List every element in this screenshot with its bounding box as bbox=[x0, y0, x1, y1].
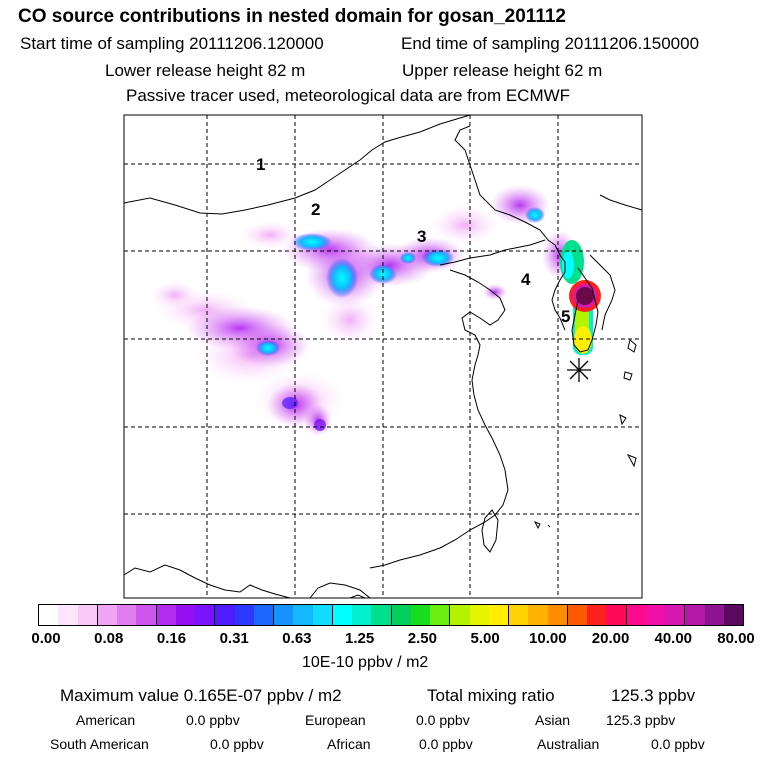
colorbar-swatch bbox=[704, 605, 724, 625]
colorbar-swatch bbox=[430, 605, 451, 625]
colorbar-swatch bbox=[274, 605, 294, 625]
colorbar-tick-label: 0.16 bbox=[156, 630, 187, 647]
total-mixing-value: 125.3 ppbv bbox=[611, 686, 696, 705]
tracer-note: Passive tracer used, meteorological data… bbox=[126, 86, 571, 105]
colorbar-swatch bbox=[97, 605, 117, 625]
source-contribution-map: 1 2 3 4 5 bbox=[123, 114, 643, 599]
lower-release-height: Lower release height 82 m bbox=[105, 61, 306, 80]
region-label-4: 2 bbox=[311, 200, 320, 219]
american-value: 0.0 ppbv bbox=[186, 712, 240, 728]
colorbar-swatch bbox=[626, 605, 646, 625]
graticule bbox=[124, 115, 642, 598]
colorbar-swatch bbox=[488, 605, 509, 625]
asian-value: 125.3 ppbv bbox=[606, 712, 676, 728]
plot-title: CO source contributions in nested domain… bbox=[18, 6, 566, 27]
south-american-label: South American bbox=[50, 736, 149, 752]
colorbar-swatch bbox=[665, 605, 686, 625]
colorbar-swatch bbox=[117, 605, 137, 625]
african-value: 0.0 ppbv bbox=[419, 736, 473, 752]
colorbar-swatch bbox=[723, 605, 743, 625]
colorbar-swatch bbox=[195, 605, 216, 625]
region-label-1: 5 bbox=[561, 307, 570, 326]
upper-release-height: Upper release height 62 m bbox=[402, 61, 603, 80]
colorbar-tick-label: 80.00 bbox=[717, 630, 755, 647]
colorbar-swatch bbox=[312, 605, 333, 625]
colorbar-swatch bbox=[136, 605, 157, 625]
australian-value: 0.0 ppbv bbox=[651, 736, 705, 752]
colorbar-swatch bbox=[77, 605, 98, 625]
colorbar-swatch bbox=[352, 605, 372, 625]
plume-body bbox=[185, 185, 578, 436]
colorbar-swatch bbox=[58, 605, 78, 625]
region-label-2: 4 bbox=[521, 270, 531, 289]
colorbar-swatch bbox=[685, 605, 705, 625]
colorbar-swatch bbox=[293, 605, 313, 625]
colorbar-swatch bbox=[567, 605, 587, 625]
colorbar-tick-label: 2.50 bbox=[407, 630, 437, 647]
colorbar bbox=[38, 604, 744, 626]
total-mixing-label: Total mixing ratio bbox=[427, 686, 555, 705]
colorbar-swatch bbox=[606, 605, 627, 625]
colorbar-tick-label: 40.00 bbox=[654, 630, 693, 647]
map-frame bbox=[123, 114, 643, 599]
colorbar-swatch bbox=[39, 605, 59, 625]
max-contribution-marker bbox=[576, 287, 594, 305]
colorbar-tick-label: 0.00 bbox=[31, 630, 61, 647]
colorbar-unit: 10E-10 ppbv / m2 bbox=[302, 654, 429, 671]
colorbar-swatch bbox=[547, 605, 568, 625]
colorbar-swatch bbox=[469, 605, 489, 625]
receptor-star-icon bbox=[567, 358, 591, 382]
end-time-label: End time of sampling 20111206.150000 bbox=[401, 34, 700, 53]
south-american-value: 0.0 ppbv bbox=[210, 736, 264, 752]
american-label: American bbox=[76, 712, 136, 728]
colorbar-swatch bbox=[528, 605, 548, 625]
colorbar-tick-label: 0.63 bbox=[282, 630, 312, 647]
colorbar-swatch bbox=[253, 605, 274, 625]
region-label-3: 3 bbox=[417, 227, 426, 246]
colorbar-tick-label: 20.00 bbox=[591, 630, 630, 647]
start-time-label: Start time of sampling 20111206.120000 bbox=[20, 34, 324, 53]
colorbar-swatch bbox=[410, 605, 430, 625]
colorbar-swatch bbox=[234, 605, 254, 625]
plume-cores bbox=[256, 207, 545, 431]
asian-label: Asian bbox=[535, 712, 571, 728]
colorbar-swatch bbox=[509, 605, 529, 625]
colorbar-swatch bbox=[215, 605, 235, 625]
colorbar-swatch bbox=[587, 605, 607, 625]
colorbar-swatch bbox=[156, 605, 176, 625]
colorbar-tick-label: 0.08 bbox=[94, 630, 124, 647]
australian-label: Australian bbox=[537, 736, 600, 752]
max-value-label: Maximum value 0.165E-07 ppbv / m2 bbox=[60, 686, 342, 705]
colorbar-tick-label: 0.31 bbox=[219, 630, 249, 647]
colorbar-swatch bbox=[371, 605, 392, 625]
colorbar-swatch bbox=[391, 605, 411, 625]
colorbar-tick-label: 5.00 bbox=[470, 630, 500, 647]
colorbar-swatch bbox=[175, 605, 195, 625]
colorbar-swatch bbox=[332, 605, 352, 625]
european-value: 0.0 ppbv bbox=[416, 712, 470, 728]
european-label: European bbox=[305, 712, 366, 728]
colorbar-tick-label: 10.00 bbox=[529, 630, 567, 647]
colorbar-swatch bbox=[450, 605, 470, 625]
region-label-5: 1 bbox=[256, 155, 265, 174]
african-label: African bbox=[327, 736, 371, 752]
colorbar-swatch bbox=[645, 605, 665, 625]
colorbar-tick-label: 1.25 bbox=[345, 630, 375, 647]
